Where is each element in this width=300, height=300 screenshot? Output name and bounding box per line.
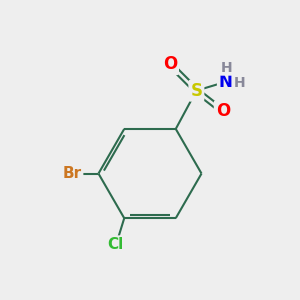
Text: H: H [220,61,232,75]
Text: O: O [216,102,230,120]
Text: S: S [190,82,202,100]
Text: Cl: Cl [107,237,124,252]
Text: H: H [234,76,246,90]
Text: Br: Br [62,166,82,181]
Text: N: N [219,73,233,91]
Text: O: O [163,55,177,73]
